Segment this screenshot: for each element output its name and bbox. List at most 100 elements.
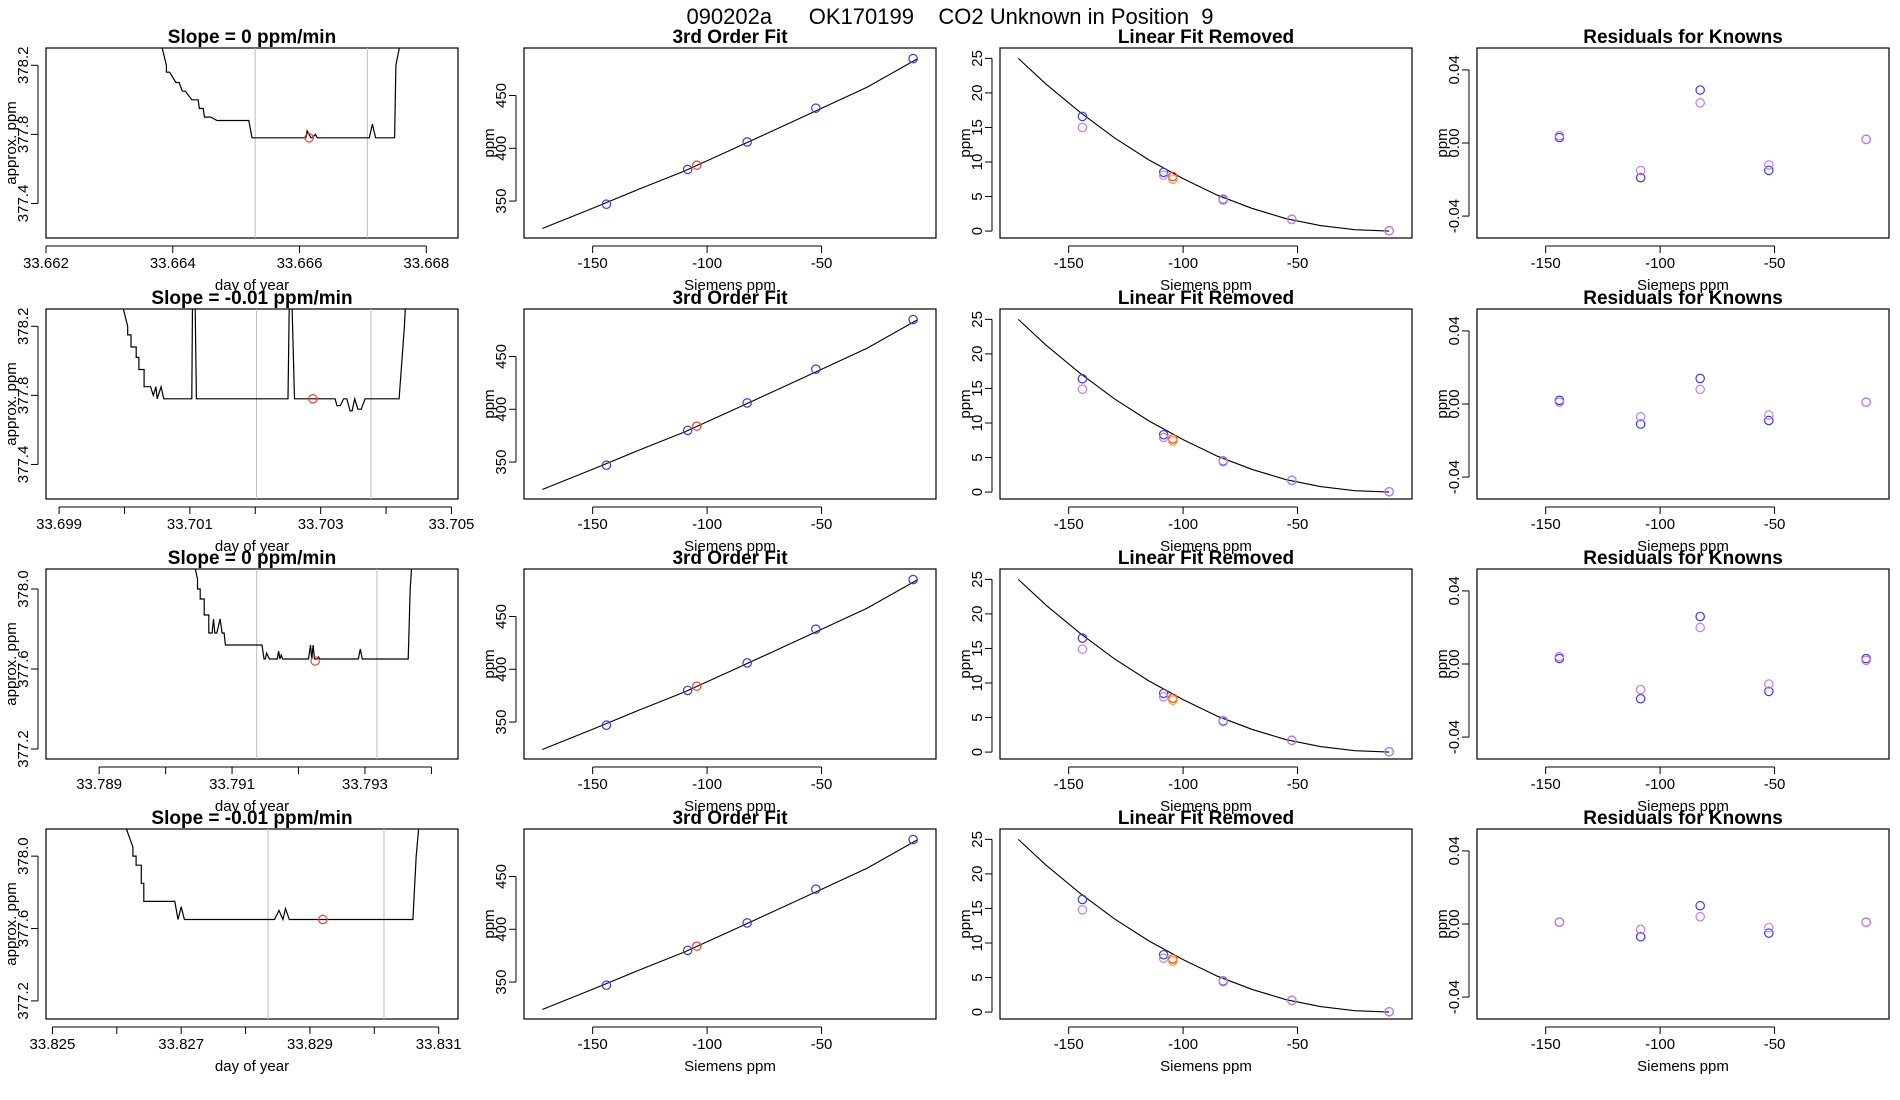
x-tick-label: -50: [1287, 1036, 1309, 1053]
data-point-violet: [1861, 134, 1871, 145]
fit-curve: [542, 58, 918, 230]
x-tick-label: 33.666: [277, 255, 323, 272]
plot-frame: [1476, 308, 1890, 500]
data-point-violet: [1077, 384, 1088, 394]
y-tick-label: 0.04: [1446, 316, 1463, 345]
y-axis-label: ppm: [481, 909, 498, 938]
y-tick-label: 0: [969, 1008, 986, 1016]
data-point-red: [308, 394, 318, 404]
y-tick-label: 5: [969, 973, 986, 981]
data-point-orange: [1168, 174, 1178, 185]
data-point-violet: [1861, 917, 1871, 927]
panel-title: Residuals for Knowns: [1583, 27, 1783, 48]
plot-frame: [999, 828, 1413, 1020]
data-point-red: [1168, 693, 1178, 703]
data-point-violet: [1635, 684, 1646, 695]
data-point-blue: [908, 53, 918, 64]
panel-0-2: Linear Fit Removed -150 -100 -50 0 5 10 15 20 25 S…: [957, 27, 1413, 294]
x-tick-label: -100: [692, 1036, 722, 1053]
y-tick-label: 450: [493, 83, 510, 108]
fit-curve: [1017, 57, 1390, 232]
data-point-violet: [1695, 622, 1705, 633]
y-tick-label: 400: [493, 397, 510, 422]
x-tick-label: -50: [811, 516, 833, 533]
x-tick-label: -150: [1531, 776, 1561, 793]
data-point-blue: [682, 164, 693, 175]
y-axis-label: approx. ppm: [3, 101, 20, 184]
data-point-violet: [1635, 165, 1646, 176]
plot-frame: [523, 828, 937, 1020]
panel-3-0: Slope = -0.01 ppm/min 33.825 33.827 33.829 3…: [3, 808, 462, 1075]
y-tick-label: 377.2: [15, 730, 32, 768]
plot-data: [542, 834, 918, 1011]
plot-data: [542, 314, 918, 491]
data-point-blue: [1158, 949, 1169, 960]
panel-title: 3rd Order Fit: [672, 808, 788, 829]
y-tick-label: 20: [969, 866, 986, 883]
x-tick-label: -50: [1764, 1036, 1786, 1053]
data-point-violet: [1695, 911, 1705, 922]
data-point-blue: [1077, 633, 1088, 643]
x-tick-label: -100: [1645, 255, 1675, 272]
y-tick-label: 377.6: [15, 910, 32, 948]
y-tick-label: 10: [969, 675, 986, 692]
x-axis-label: Siemens ppm: [1160, 1058, 1252, 1075]
y-tick-label: 450: [493, 604, 510, 629]
y-tick-label: 20: [969, 346, 986, 363]
x-axis-label: Siemens ppm: [1637, 1058, 1729, 1075]
plot-frame: [1476, 47, 1890, 239]
plot-data: [1017, 578, 1394, 757]
x-tick-label: 33.791: [209, 776, 255, 793]
data-point-violet: [1554, 130, 1565, 141]
x-axis-label: Siemens ppm: [1160, 798, 1252, 815]
x-tick-label: -100: [1645, 516, 1675, 533]
plot-data: [122, 309, 406, 499]
data-point-violet: [1077, 905, 1088, 915]
data-point-violet: [1384, 1006, 1394, 1017]
fit-curve: [1017, 838, 1390, 1013]
y-tick-label: 377.4: [15, 446, 32, 484]
y-tick-label: 377.2: [15, 982, 32, 1020]
y-tick-label: -0.04: [1446, 720, 1463, 754]
panel-1-1: 3rd Order Fit -150 -100 -50 350 400 450 Siemens…: [481, 288, 937, 555]
data-point-violet: [1764, 922, 1774, 933]
data-point-blue: [1077, 373, 1088, 384]
plot-data: [1017, 57, 1394, 236]
data-point-violet: [1287, 475, 1297, 486]
panel-title: Slope = 0 ppm/min: [168, 27, 336, 48]
fit-curve: [1017, 318, 1390, 493]
x-tick-label: -50: [811, 255, 833, 272]
data-point-violet: [1077, 644, 1088, 654]
data-point-blue: [1764, 165, 1774, 176]
data-point-orange: [1168, 695, 1178, 706]
panel-3-3: Residuals for Knowns -150 -100 -50 -0.04 0.00…: [1434, 808, 1890, 1075]
x-tick-label: -50: [811, 776, 833, 793]
y-tick-label: 5: [969, 192, 986, 200]
data-point-blue: [1158, 167, 1169, 178]
panel-title: Linear Fit Removed: [1118, 548, 1294, 569]
data-point-blue: [742, 918, 752, 928]
panel-title: 3rd Order Fit: [672, 27, 788, 48]
plot-frame: [45, 308, 459, 500]
y-axis-label: approx. ppm: [3, 362, 20, 445]
plot-frame: [1476, 828, 1890, 1020]
plot-frame: [523, 568, 937, 760]
plot-data: [1554, 373, 1871, 429]
panel-title: Slope = -0.01 ppm/min: [151, 808, 352, 829]
data-point-violet: [1635, 924, 1646, 935]
panel-title: 3rd Order Fit: [672, 288, 788, 309]
y-tick-label: 20: [969, 606, 986, 623]
x-tick-label: -50: [1764, 776, 1786, 793]
data-point-violet: [1861, 397, 1871, 407]
series-line: [161, 48, 400, 139]
data-point-violet: [1764, 160, 1774, 170]
y-tick-label: 350: [493, 710, 510, 735]
panel-title: Residuals for Knowns: [1583, 288, 1783, 309]
y-axis-label: approx. ppm: [3, 622, 20, 705]
y-tick-label: 0.04: [1446, 836, 1463, 865]
data-point-violet: [1554, 397, 1565, 407]
x-axis-label: day of year: [215, 538, 289, 555]
x-tick-label: -50: [1764, 255, 1786, 272]
data-point-blue: [908, 574, 918, 585]
fit-curve: [542, 319, 918, 491]
